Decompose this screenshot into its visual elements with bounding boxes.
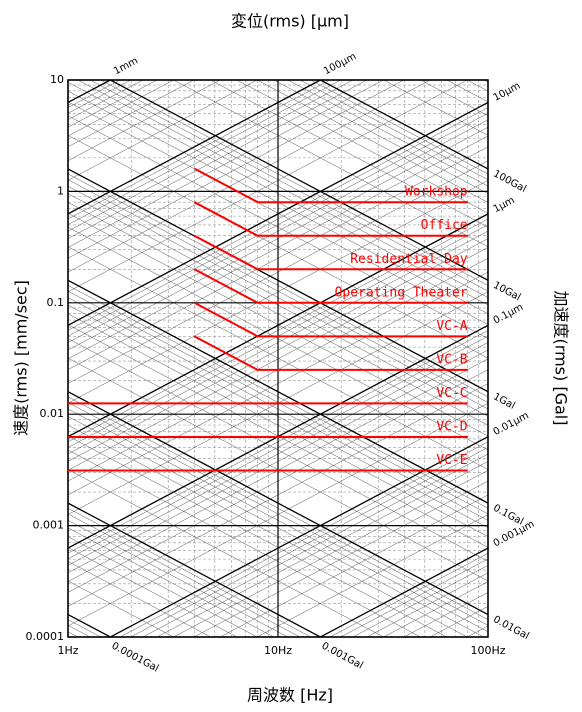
- minor-diagonal: [67, 79, 354, 232]
- criterion-label: VC-A: [436, 319, 467, 334]
- displacement-line: [67, 101, 489, 326]
- displacement-line: [320, 547, 489, 638]
- minor-diagonal: [310, 79, 489, 175]
- criterion-line: [193, 335, 468, 371]
- minor-diagonal: [173, 79, 489, 248]
- minor-diagonal: [287, 79, 489, 187]
- minor-diagonal: [67, 79, 144, 120]
- minor-diagonal: [67, 79, 121, 108]
- minor-diagonal: [193, 480, 489, 638]
- criterion-label: VC-B: [436, 352, 467, 367]
- criterion-label: VC-D: [436, 419, 467, 434]
- x-axis-label: 周波数 [Hz]: [247, 686, 333, 705]
- y-tick-label: 0.001: [33, 519, 65, 532]
- criterion-line: [193, 301, 468, 338]
- minor-diagonal: [89, 79, 489, 292]
- minor-diagonal: [100, 79, 489, 286]
- minor-diagonal: [67, 507, 311, 638]
- minor-diagonal: [67, 449, 421, 638]
- criterion-label: VC-E: [436, 453, 467, 468]
- minor-diagonal: [67, 631, 78, 638]
- minor-diagonal: [67, 425, 468, 638]
- minor-diagonal: [67, 561, 211, 638]
- minor-diagonal: [446, 79, 489, 103]
- y-tick-label: 0.0001: [26, 630, 65, 643]
- criterion-line: [193, 201, 468, 237]
- x-tick-label: 10Hz: [264, 644, 292, 657]
- acceleration-line: [67, 502, 321, 638]
- minor-diagonal: [467, 625, 489, 638]
- minor-diagonal: [383, 79, 489, 136]
- minor-diagonal: [156, 461, 489, 638]
- criterion-line: [193, 268, 468, 304]
- minor-diagonal: [366, 572, 489, 638]
- minor-diagonal: [67, 619, 101, 638]
- minor-diagonal: [173, 469, 489, 638]
- minor-diagonal: [383, 581, 489, 638]
- minor-diagonal: [67, 547, 237, 638]
- criterion-label: Residential Day: [350, 252, 468, 267]
- minor-diagonal: [257, 514, 489, 638]
- minor-diagonal: [67, 79, 384, 248]
- minor-diagonal: [67, 580, 174, 638]
- displacement-line: [67, 79, 111, 104]
- acceleration-line: [67, 391, 489, 616]
- minor-diagonal: [67, 79, 195, 148]
- plot-frame: [67, 79, 489, 638]
- chart-title: 変位(rms) [μm]: [231, 12, 349, 31]
- minor-diagonal: [67, 416, 484, 638]
- minor-diagonal: [220, 494, 489, 638]
- minor-diagonal: [67, 469, 384, 638]
- minor-diagonal: [67, 79, 405, 259]
- minor-diagonal: [67, 527, 274, 638]
- y2-axis-label: 加速度(rms) [Gal]: [552, 291, 571, 426]
- criterion-line: [193, 167, 468, 204]
- minor-diagonal: [67, 79, 174, 137]
- minor-diagonal: [67, 520, 288, 638]
- minor-diagonal: [67, 79, 431, 273]
- minor-diagonal: [340, 558, 489, 638]
- minor-diagonal: [67, 79, 158, 128]
- minor-diagonal: [299, 79, 489, 180]
- y-tick-label: 10: [50, 73, 64, 86]
- criterion-line: [193, 234, 468, 271]
- minor-diagonal: [430, 606, 489, 638]
- minor-diagonal: [67, 79, 221, 161]
- minor-diagonal: [67, 513, 301, 638]
- minor-diagonal: [67, 79, 368, 239]
- minor-diagonal: [403, 592, 489, 638]
- y-tick-label: 0.01: [40, 407, 65, 420]
- minor-diagonal: [67, 625, 91, 638]
- minor-diagonal: [67, 79, 258, 181]
- displacement-line: [67, 213, 489, 438]
- acceleration-line: [67, 168, 489, 393]
- minor-diagonal: [130, 447, 489, 638]
- criterion-label: VC-C: [436, 386, 467, 401]
- acceleration-line: [67, 279, 489, 504]
- x-tick-label: 100Hz: [470, 644, 505, 657]
- minor-diagonal: [420, 79, 489, 116]
- minor-diagonal: [67, 79, 331, 220]
- criterion-label: Operating Theater: [335, 285, 468, 300]
- minor-diagonal: [67, 79, 468, 292]
- acceleration-line: [67, 613, 111, 638]
- minor-diagonal: [67, 79, 341, 225]
- acceleration-line: [320, 79, 489, 170]
- minor-diagonal: [352, 565, 489, 638]
- acceleration-line: [110, 79, 489, 281]
- minor-diagonal: [257, 79, 489, 203]
- minor-diagonal: [467, 79, 489, 92]
- criterion-label: Workshop: [405, 185, 468, 200]
- x-tick-label: 1Hz: [57, 644, 78, 657]
- minor-diagonal: [142, 453, 489, 638]
- y-axis-label: 速度(rms) [mm/sec]: [12, 280, 31, 436]
- criterion-label: Office: [421, 218, 468, 233]
- minor-diagonal: [119, 441, 489, 638]
- minor-diagonal: [77, 79, 489, 298]
- minor-diagonal: [273, 79, 489, 194]
- y-tick-label: 1: [57, 184, 64, 197]
- y-tick-label: 0.1: [47, 296, 65, 309]
